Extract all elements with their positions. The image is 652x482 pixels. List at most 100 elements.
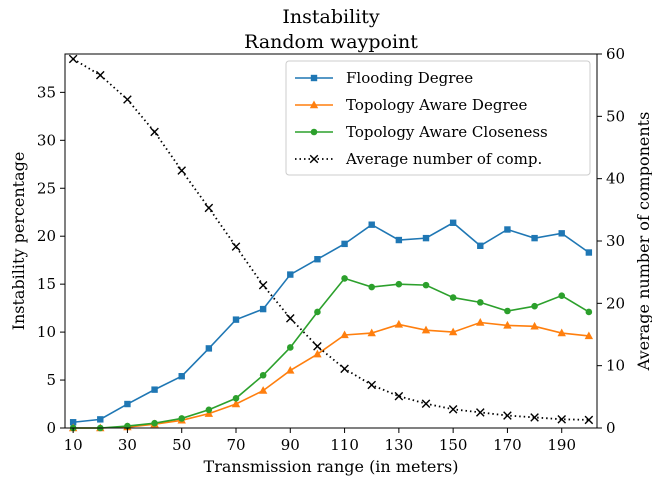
y-right-tick-label: 50 <box>606 107 625 125</box>
y-axis-right-label: Average number of components <box>634 112 652 372</box>
series-line-flooding-degree <box>73 221 590 424</box>
legend-label-topology-aware-degree: Topology Aware Degree <box>346 96 527 114</box>
legend-box <box>285 60 591 176</box>
data-point-flooding-degree <box>124 400 131 408</box>
data-point-topology-aware-closeness <box>232 394 240 402</box>
data-point-average-number-of-comp <box>367 380 377 390</box>
data-point-topology-aware-degree <box>557 328 566 337</box>
y-tick-label: 5 <box>46 371 56 389</box>
y-axis-right: 0 10 20 30 40 50 60 <box>597 45 625 437</box>
data-point-flooding-degree <box>504 226 511 233</box>
legend-label-flooding-degree: Flooding Degree <box>346 69 473 87</box>
data-point-topology-aware-closeness <box>558 292 566 299</box>
legend-label-average-number-of-comp: Average number of comp. <box>345 150 542 168</box>
data-point-average-number-of-comp <box>557 414 567 424</box>
series-line-topology-aware-closeness <box>73 277 590 429</box>
data-point-flooding-degree <box>69 419 77 426</box>
x-tick-label: 50 <box>172 436 191 454</box>
data-point-average-number-of-comp <box>503 411 512 420</box>
x-axis-label: Transmission range (in meters) <box>204 457 459 476</box>
legend-marker-topology-aware-degree <box>309 100 319 109</box>
data-point-topology-aware-closeness <box>476 299 484 306</box>
y-tick-label: 0 <box>46 419 56 437</box>
data-point-average-number-of-comp <box>340 364 349 374</box>
data-point-flooding-degree <box>178 373 185 380</box>
data-point-topology-aware-closeness <box>178 415 186 422</box>
data-point-topology-aware-closeness <box>395 280 403 288</box>
data-point-topology-aware-degree <box>448 327 458 336</box>
legend-marker-topology-aware-closeness <box>310 128 318 136</box>
data-point-flooding-degree <box>395 236 403 244</box>
x-tick-label: 170 <box>493 436 522 454</box>
x-tick-label: 30 <box>118 436 137 454</box>
series-line-average-number-of-comp <box>72 58 589 421</box>
data-point-topology-aware-degree <box>340 330 349 339</box>
data-point-topology-aware-degree <box>421 325 431 334</box>
data-point-average-number-of-comp <box>177 166 187 175</box>
data-point-topology-aware-degree <box>394 319 404 328</box>
data-point-topology-aware-degree <box>313 349 322 358</box>
y-right-tick-label: 30 <box>606 232 625 250</box>
data-point-topology-aware-closeness <box>585 308 593 316</box>
data-point-flooding-degree <box>585 249 593 256</box>
data-point-flooding-degree <box>205 345 213 352</box>
y-right-tick-label: 10 <box>606 357 625 375</box>
data-point-topology-aware-degree <box>231 399 241 408</box>
data-point-average-number-of-comp <box>123 95 132 104</box>
data-point-average-number-of-comp <box>530 413 539 422</box>
chart-subtitle: Random waypoint <box>244 31 418 53</box>
data-point-average-number-of-comp <box>421 399 431 408</box>
y-right-tick-label: 0 <box>606 419 616 437</box>
data-point-topology-aware-degree <box>476 318 485 326</box>
data-point-average-number-of-comp <box>150 127 159 137</box>
data-point-average-number-of-comp <box>285 313 295 323</box>
data-point-flooding-degree <box>259 305 267 313</box>
chart-title: Instability <box>282 6 379 28</box>
data-point-topology-aware-closeness <box>286 344 294 351</box>
data-point-topology-aware-degree <box>367 328 376 337</box>
y-tick-label: 10 <box>37 323 56 341</box>
data-point-average-number-of-comp <box>313 342 322 351</box>
data-point-flooding-degree <box>368 221 375 228</box>
data-point-topology-aware-degree <box>530 321 539 330</box>
data-point-topology-aware-degree <box>286 365 295 374</box>
data-point-flooding-degree <box>314 256 321 263</box>
data-point-flooding-degree <box>558 230 565 237</box>
data-point-topology-aware-closeness <box>341 275 348 282</box>
y-tick-label: 35 <box>37 83 56 101</box>
data-point-flooding-degree <box>422 234 430 242</box>
data-point-average-number-of-comp <box>394 391 404 401</box>
x-tick-label: 130 <box>385 436 414 454</box>
data-point-topology-aware-closeness <box>422 281 430 289</box>
y-right-tick-label: 60 <box>606 45 625 63</box>
series-line-topology-aware-degree <box>73 321 589 429</box>
data-point-topology-aware-degree <box>258 386 268 394</box>
y-tick-label: 20 <box>37 227 56 245</box>
legend-label-topology-aware-closeness: Topology Aware Closeness <box>346 123 548 141</box>
data-point-average-number-of-comp <box>231 242 241 251</box>
data-point-topology-aware-closeness <box>504 307 511 315</box>
data-point-flooding-degree <box>287 271 294 278</box>
data-point-flooding-degree <box>531 234 538 242</box>
x-tick-label: 10 <box>64 436 83 454</box>
data-point-average-number-of-comp <box>448 405 458 414</box>
y-tick-label: 15 <box>37 275 56 293</box>
data-point-topology-aware-degree <box>503 320 512 329</box>
data-point-average-number-of-comp <box>584 415 594 425</box>
y-right-tick-label: 40 <box>606 170 625 188</box>
y-axis-label: Instability percentage <box>9 152 28 331</box>
data-point-flooding-degree <box>341 240 348 248</box>
data-point-topology-aware-closeness <box>531 302 538 310</box>
legend-marker-average-number-of-comp <box>309 154 319 164</box>
x-tick-label: 150 <box>439 436 468 454</box>
data-point-topology-aware-closeness <box>314 308 321 316</box>
x-axis: 10 30 50 70 90 110 130 150 170 190 <box>64 428 576 454</box>
data-point-topology-aware-closeness <box>151 419 158 427</box>
legend-marker-flooding-degree <box>310 74 318 82</box>
y-right-tick-label: 20 <box>606 294 625 312</box>
plot-area <box>72 58 590 429</box>
x-tick-label: 110 <box>330 436 359 454</box>
x-tick-label: 70 <box>226 436 245 454</box>
data-point-average-number-of-comp <box>68 54 78 64</box>
legend: Flooding Degree Topology Aware Degree Topo… <box>285 60 591 176</box>
